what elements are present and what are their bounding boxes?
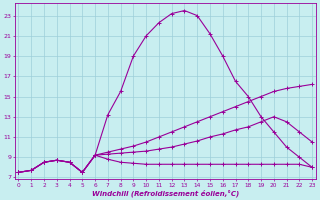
X-axis label: Windchill (Refroidissement éolien,°C): Windchill (Refroidissement éolien,°C) [92, 189, 239, 197]
